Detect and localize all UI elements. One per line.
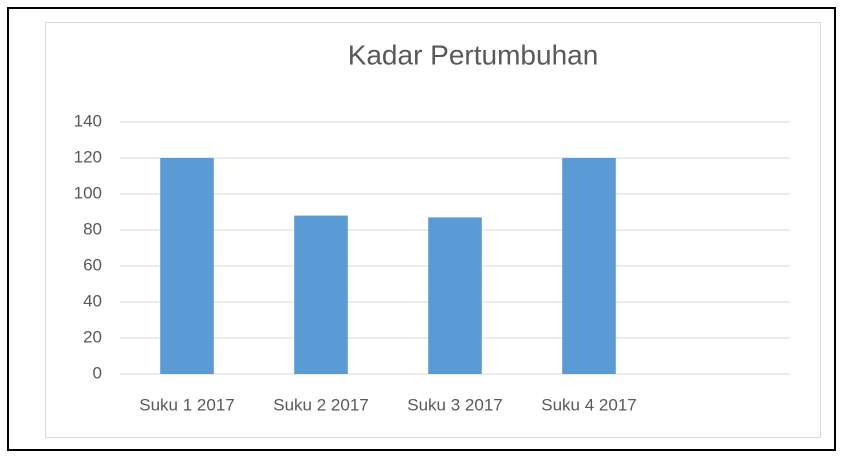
- y-tick-label: 0: [93, 363, 102, 382]
- y-tick-label: 140: [74, 111, 102, 130]
- y-tick-label: 120: [74, 147, 102, 166]
- bar: [428, 217, 482, 374]
- y-tick-label: 60: [83, 255, 102, 274]
- x-tick-label: Suku 2 2017: [273, 395, 368, 414]
- chart-title: Kadar Pertumbuhan: [348, 39, 599, 70]
- y-tick-label: 20: [83, 327, 102, 346]
- y-tick-label: 80: [83, 219, 102, 238]
- x-tick-label: Suku 1 2017: [139, 395, 234, 414]
- bar: [294, 215, 348, 374]
- window-frame: [7, 7, 836, 451]
- bar: [160, 158, 214, 374]
- x-tick-label: Suku 3 2017: [407, 395, 502, 414]
- y-tick-label: 40: [83, 291, 102, 310]
- x-tick-label: Suku 4 2017: [541, 395, 636, 414]
- bar: [562, 158, 616, 374]
- y-tick-label: 100: [74, 183, 102, 202]
